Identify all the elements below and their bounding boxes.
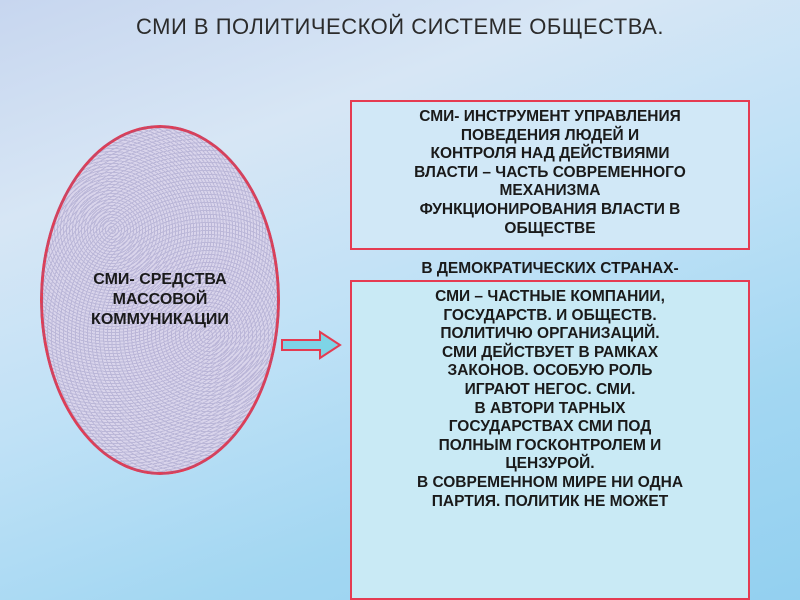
bottom-box-heading: В ДЕМОКРАТИЧЕСКИХ СТРАНАХ- (350, 260, 750, 278)
definition-ellipse: СМИ- СРЕДСТВА МАССОВОЙ КОММУНИКАЦИИ (40, 125, 280, 475)
top-info-box: СМИ- ИНСТРУМЕНТ УПРАВЛЕНИЯ ПОВЕДЕНИЯ ЛЮД… (350, 100, 750, 250)
slide-content: СМИ В ПОЛИТИЧЕСКОЙ СИСТЕМЕ ОБЩЕСТВА. СМИ… (0, 0, 800, 600)
bottom-info-box: СМИ – ЧАСТНЫЕ КОМПАНИИ, ГОСУДАРСТВ. И ОБ… (350, 280, 750, 600)
slide-title: СМИ В ПОЛИТИЧЕСКОЙ СИСТЕМЕ ОБЩЕСТВА. (0, 14, 800, 40)
ellipse-label: СМИ- СРЕДСТВА МАССОВОЙ КОММУНИКАЦИИ (64, 270, 256, 330)
arrow-icon (280, 330, 342, 360)
